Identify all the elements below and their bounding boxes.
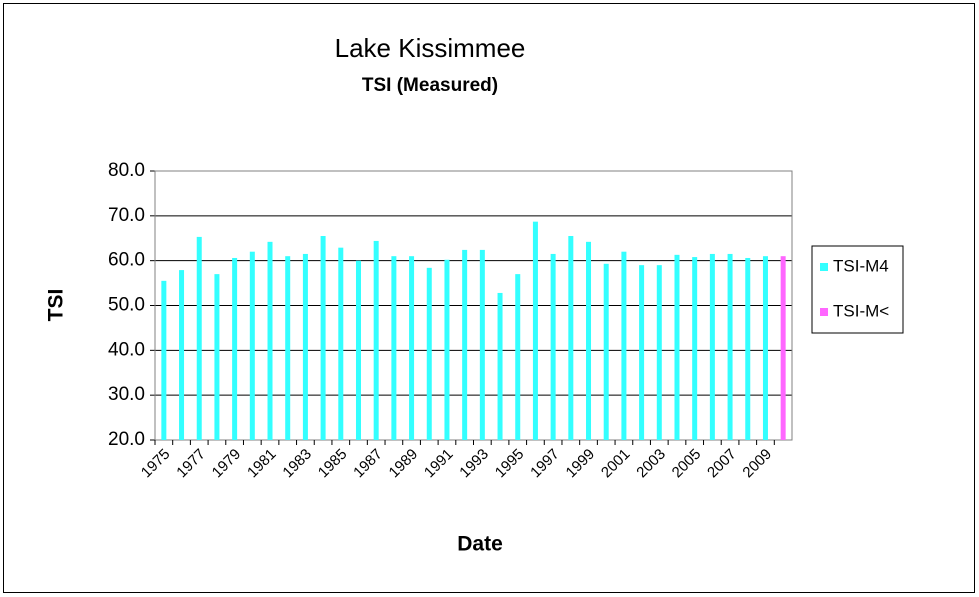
bar: [532, 221, 538, 440]
y-tick-label: 80.0: [108, 160, 145, 181]
chart-title: Lake Kissimmee: [335, 33, 526, 63]
bar: [161, 280, 167, 440]
bar: [338, 247, 344, 440]
bar: [391, 256, 397, 440]
bar: [568, 236, 574, 440]
bar: [550, 253, 556, 440]
bar: [373, 240, 379, 440]
bar: [462, 249, 468, 440]
bar: [639, 265, 645, 440]
bar: [674, 254, 680, 440]
bar: [656, 265, 662, 440]
bar: [320, 236, 326, 440]
bar: [249, 251, 255, 440]
chart-subtitle: TSI (Measured): [362, 75, 498, 96]
bar: [232, 257, 238, 440]
bar: [692, 257, 698, 440]
legend-swatch: [820, 308, 828, 316]
legend-box: [811, 245, 904, 334]
bar: [179, 270, 185, 440]
bar: [267, 241, 273, 440]
bar: [302, 253, 308, 440]
legend-label: TSI-M4: [833, 256, 889, 275]
bar: [444, 259, 450, 440]
bar: [709, 253, 715, 440]
bar: [479, 249, 485, 440]
x-axis-label: Date: [457, 533, 503, 556]
bar: [603, 263, 609, 440]
y-tick-label: 60.0: [108, 250, 145, 271]
y-axis-label: TSI: [45, 289, 68, 322]
bar: [621, 251, 627, 440]
bar: [497, 292, 503, 440]
bar: [586, 241, 592, 440]
bar: [780, 256, 786, 440]
legend-label: TSI-M<: [833, 301, 889, 320]
bar: [426, 267, 432, 440]
y-tick-label: 40.0: [108, 339, 145, 360]
y-tick-label: 20.0: [108, 429, 145, 450]
bar: [409, 256, 415, 440]
bar: [762, 256, 768, 440]
legend-swatch: [820, 263, 828, 271]
bar: [214, 274, 220, 440]
y-tick-label: 50.0: [108, 295, 145, 316]
bar: [355, 260, 361, 440]
bar: [285, 256, 291, 440]
bar: [745, 257, 751, 440]
y-tick-label: 30.0: [108, 384, 145, 405]
bar: [196, 236, 202, 440]
bar: [727, 253, 733, 440]
y-tick-label: 70.0: [108, 205, 145, 226]
bar: [515, 274, 521, 440]
